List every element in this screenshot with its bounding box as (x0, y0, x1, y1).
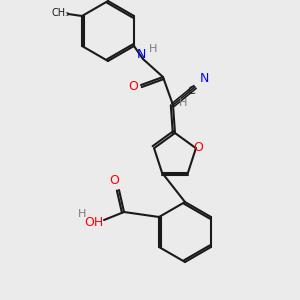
Text: H: H (78, 209, 86, 219)
Text: O: O (193, 141, 203, 154)
Text: C: C (187, 86, 195, 96)
Text: H: H (149, 44, 157, 54)
Text: H: H (179, 98, 187, 108)
Text: N: N (200, 72, 209, 85)
Text: OH: OH (84, 215, 104, 229)
Text: O: O (109, 175, 119, 188)
Text: N: N (136, 49, 146, 62)
Text: CH₃: CH₃ (52, 8, 70, 18)
Text: O: O (128, 80, 138, 94)
